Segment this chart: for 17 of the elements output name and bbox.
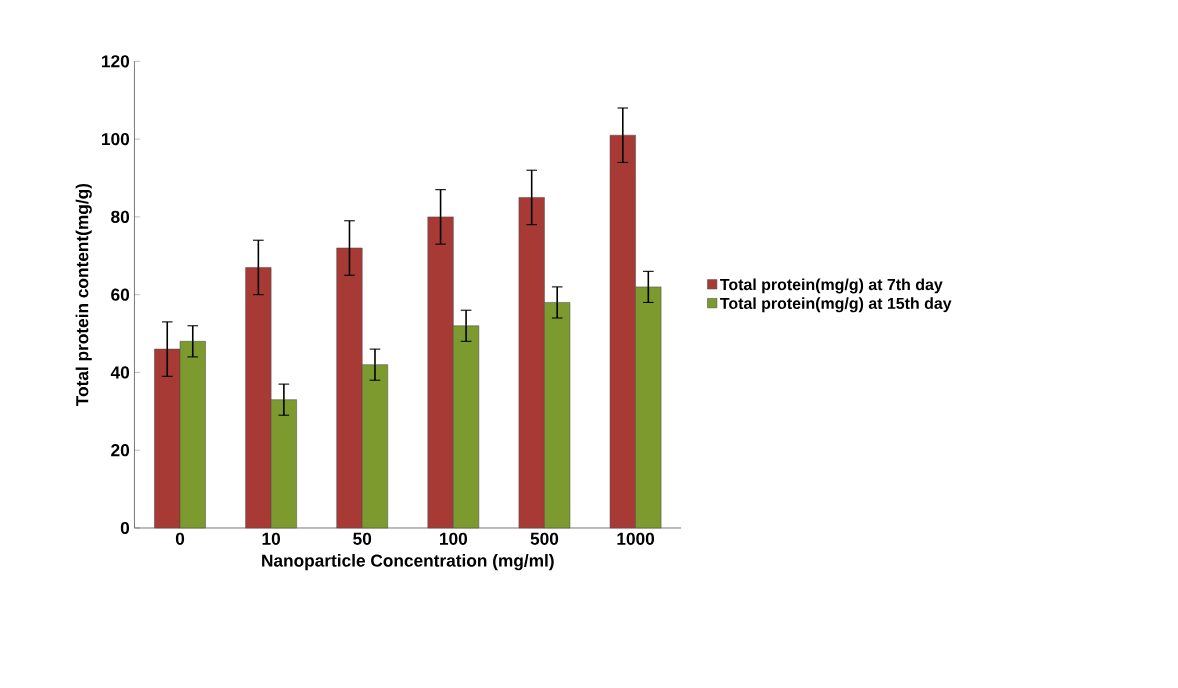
y-axis-title: Total protein content(mg/g) (75, 183, 92, 407)
y-tick-label: 100 (102, 132, 130, 146)
x-tick-label: 50 (353, 532, 372, 545)
y-tick-label: 40 (110, 366, 130, 379)
x-tick-label: 1000 (617, 532, 655, 545)
x-tick-label: 100 (440, 532, 468, 545)
y-tick-label: 60 (111, 288, 130, 301)
x-axis-title: Nanoparticle Concentration (mg/ml) (262, 554, 554, 571)
legend-label: Total protein(mg/g) at 15th day (720, 297, 952, 313)
x-tick-label: 10 (262, 532, 281, 545)
y-tick-label: 0 (120, 521, 130, 535)
y-tick-label: 20 (111, 444, 130, 457)
y-tick-label: 80 (111, 210, 130, 223)
x-tick-label: 0 (175, 532, 185, 545)
y-tick-label: 120 (102, 55, 130, 68)
x-tick-label: 500 (530, 532, 559, 545)
legend-label: Total protein(mg/g) at 7th day (720, 278, 943, 294)
